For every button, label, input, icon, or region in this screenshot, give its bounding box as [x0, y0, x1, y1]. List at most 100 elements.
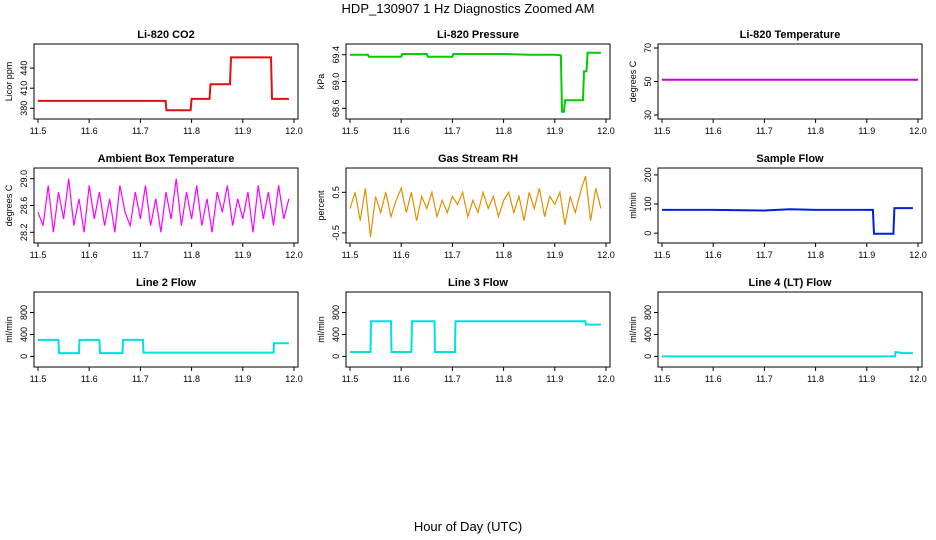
x-tick-label: 11.6: [705, 374, 722, 384]
x-tick-label: 11.6: [393, 374, 410, 384]
series-line: [38, 338, 289, 355]
x-tick-label: 11.8: [807, 374, 824, 384]
y-tick-label: 410: [19, 81, 29, 96]
y-axis-label: ml/min: [628, 316, 638, 343]
plot-frame: [345, 167, 611, 244]
y-tick-label: 0: [19, 354, 29, 359]
x-tick-label: 11.5: [654, 250, 671, 260]
x-tick-label: 11.6: [81, 250, 98, 260]
x-tick-label: 11.5: [342, 126, 359, 136]
x-tick-label: 12.0: [597, 374, 615, 384]
y-tick-label: 0: [331, 354, 341, 359]
y-tick-label: 800: [19, 305, 29, 320]
y-tick-label: 200: [643, 167, 653, 182]
x-tick-label: 11.8: [183, 374, 200, 384]
x-tick-label: 11.9: [546, 374, 563, 384]
plot-frame: [345, 43, 611, 120]
x-tick-label: 11.6: [705, 126, 722, 136]
x-tick-label: 11.5: [30, 126, 47, 136]
panel-6: Line 2 Flow 11.5 11.6 11.7 11.8 11.9 12.0 0 400 8…: [4, 277, 303, 384]
x-tick-label: 11.5: [654, 374, 671, 384]
x-tick-label: 11.8: [807, 250, 824, 260]
x-tick-label: 11.6: [393, 250, 410, 260]
x-tick-label: 12.0: [597, 126, 615, 136]
series-line: [350, 320, 601, 353]
panel-title: Line 2 Flow: [136, 277, 196, 289]
y-axis-label: Licor ppm: [4, 62, 14, 102]
x-tick-label: 11.6: [393, 126, 410, 136]
panel-title: Line 3 Flow: [448, 277, 508, 289]
x-tick-label: 11.9: [546, 126, 563, 136]
panel-title: Sample Flow: [756, 153, 824, 165]
y-axis-label: kPa: [316, 74, 326, 90]
x-tick-label: 11.7: [444, 126, 461, 136]
series-line: [37, 178, 290, 233]
panel-3: Ambient Box Temperature 11.5 11.6 11.7 11.8 1…: [4, 153, 303, 260]
x-tick-label: 11.5: [30, 250, 47, 260]
x-tick-label: 11.9: [858, 250, 875, 260]
y-axis-label: percent: [316, 190, 326, 221]
x-tick-label: 11.7: [756, 374, 773, 384]
x-tick-label: 11.7: [756, 126, 773, 136]
y-tick-label: 100: [643, 197, 653, 212]
x-tick-label: 11.8: [183, 126, 200, 136]
series-line: [662, 350, 913, 358]
panel-2: Li-820 Temperature 11.5 11.6 11.7 11.8 11.9 12…: [628, 29, 927, 136]
panel-title: Li-820 Pressure: [437, 29, 519, 41]
x-tick-label: 11.7: [756, 250, 773, 260]
y-tick-label: 29.0: [19, 170, 29, 188]
y-tick-label: 0.5: [331, 186, 341, 199]
plot-frame: [33, 43, 299, 120]
x-tick-label: 11.8: [495, 250, 512, 260]
x-tick-label: 11.5: [30, 374, 47, 384]
x-tick-label: 11.9: [234, 250, 251, 260]
y-tick-label: 380: [19, 101, 29, 116]
x-tick-label: 12.0: [909, 374, 927, 384]
series-line: [349, 175, 602, 238]
y-tick-label: 68.6: [331, 100, 341, 118]
panel-title: Ambient Box Temperature: [98, 153, 235, 165]
panel-7: Line 3 Flow 11.5 11.6 11.7 11.8 11.9 12.0 0 400 8…: [316, 277, 615, 384]
x-tick-label: 11.9: [858, 374, 875, 384]
x-tick-label: 11.8: [495, 374, 512, 384]
y-tick-label: 28.6: [19, 197, 29, 215]
series-line: [662, 207, 913, 235]
x-tick-label: 11.7: [132, 374, 149, 384]
y-tick-label: 800: [331, 305, 341, 320]
y-axis-label: degrees C: [628, 60, 638, 102]
y-tick-label: 800: [643, 305, 653, 320]
panel-8: Line 4 (LT) Flow 11.5 11.6 11.7 11.8 11.9 12.0…: [628, 277, 927, 384]
x-axis-label: Hour of Day (UTC): [413, 519, 523, 534]
plot-frame: [33, 291, 299, 368]
y-tick-label: 28.2: [19, 224, 29, 242]
x-tick-label: 11.5: [654, 126, 671, 136]
x-tick-label: 11.7: [132, 250, 149, 260]
y-tick-label: 50: [643, 76, 653, 86]
x-tick-label: 11.7: [444, 250, 461, 260]
plot-frame: [657, 167, 923, 244]
x-tick-label: 11.9: [234, 126, 251, 136]
x-tick-label: 11.6: [705, 250, 722, 260]
y-tick-label: 69.0: [331, 73, 341, 91]
y-tick-label: 0: [643, 231, 653, 236]
y-tick-label: 70: [643, 43, 653, 53]
x-tick-label: 11.8: [495, 126, 512, 136]
plot-frame: [345, 291, 611, 368]
x-tick-label: 11.9: [858, 126, 875, 136]
x-tick-label: 12.0: [285, 374, 303, 384]
y-tick-label: -0.5: [331, 225, 341, 241]
panel-title: Gas Stream RH: [438, 153, 518, 165]
y-tick-label: 69.4: [331, 46, 341, 64]
suptitle: HDP_130907 1 Hz Diagnostics Zoomed AM: [341, 1, 595, 16]
x-tick-label: 12.0: [909, 126, 927, 136]
x-tick-label: 11.8: [807, 126, 824, 136]
panel-4: Gas Stream RH 11.5 11.6 11.7 11.8 11.9 12.0 -0.…: [316, 153, 615, 260]
y-axis-label: ml/min: [628, 192, 638, 219]
x-tick-label: 12.0: [909, 250, 927, 260]
panel-5: Sample Flow 11.5 11.6 11.7 11.8 11.9 12.0 0 100 2…: [628, 153, 927, 260]
y-tick-label: 400: [643, 327, 653, 342]
x-tick-label: 11.7: [444, 374, 461, 384]
panel-title: Li-820 Temperature: [740, 29, 841, 41]
x-tick-label: 11.9: [234, 374, 251, 384]
